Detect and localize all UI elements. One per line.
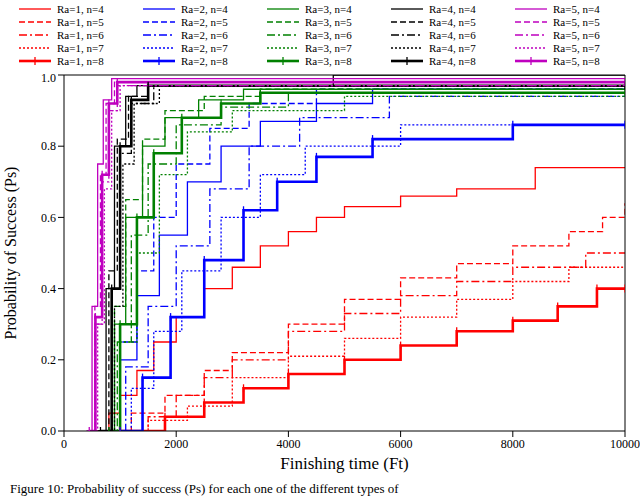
html-text:Figure 10: Probability of succ: Figure 10: Probability of success (Ps) f… [10, 481, 399, 496]
svg-text:0.0: 0.0 [41, 424, 56, 438]
svg-text:4000: 4000 [276, 437, 300, 451]
html-text:Ra=2, n=8: Ra=2, n=8 [181, 54, 228, 67]
html-text:Ra=4, n=5: Ra=4, n=5 [429, 15, 476, 28]
svg-text:0.4: 0.4 [41, 282, 56, 296]
html-text:Ra=1, n=6: Ra=1, n=6 [57, 28, 104, 41]
svg-text:2000: 2000 [164, 437, 188, 451]
html-text:Ra=2, n=5: Ra=2, n=5 [181, 15, 228, 28]
html-text:Ra=4, n=7: Ra=4, n=7 [429, 41, 476, 54]
svg-text:6000: 6000 [389, 437, 413, 451]
html-text:Ra=5, n=6: Ra=5, n=6 [553, 28, 600, 41]
html-text:Ra=3, n=5: Ra=3, n=5 [305, 15, 352, 28]
html-text:Ra=4, n=4: Ra=4, n=4 [429, 2, 476, 15]
html-text:Ra=5, n=4: Ra=5, n=4 [553, 2, 600, 15]
html-text:Ra=3, n=6: Ra=3, n=6 [305, 28, 352, 41]
svg-text:0.8: 0.8 [41, 139, 56, 153]
svg-text:1.0: 1.0 [41, 71, 56, 85]
svg-text:Probability of Success (Ps): Probability of Success (Ps) [8, 167, 20, 340]
svg-text:10000: 10000 [610, 437, 632, 451]
svg-text:0.2: 0.2 [41, 353, 56, 367]
svg-text:8000: 8000 [501, 437, 525, 451]
svg-text:0.6: 0.6 [41, 211, 56, 225]
html-text:Ra=2, n=7: Ra=2, n=7 [181, 41, 228, 54]
svg-text:0: 0 [61, 437, 67, 451]
html-text:Ra=4, n=8: Ra=4, n=8 [429, 54, 476, 67]
html-text:Ra=2, n=6: Ra=2, n=6 [181, 28, 228, 41]
html-text:Ra=4, n=6: Ra=4, n=6 [429, 28, 476, 41]
html-text:Ra=3, n=4: Ra=3, n=4 [305, 2, 352, 15]
html-text:Ra=5, n=8: Ra=5, n=8 [553, 54, 600, 67]
svg-text:Finishing time (Ft): Finishing time (Ft) [280, 454, 408, 473]
html-text:Ra=3, n=8: Ra=3, n=8 [305, 54, 352, 67]
html-text:Ra=1, n=8: Ra=1, n=8 [57, 54, 104, 67]
html-text:Ra=1, n=7: Ra=1, n=7 [57, 41, 104, 54]
html-text:Ra=5, n=7: Ra=5, n=7 [553, 41, 600, 54]
html-text:Ra=5, n=5: Ra=5, n=5 [553, 15, 600, 28]
html-text:Ra=1, n=5: Ra=1, n=5 [57, 15, 104, 28]
html-text:Ra=1, n=4: Ra=1, n=4 [57, 2, 104, 15]
html-text:Ra=2, n=4: Ra=2, n=4 [181, 2, 228, 15]
html-text:Ra=3, n=7: Ra=3, n=7 [305, 41, 352, 54]
